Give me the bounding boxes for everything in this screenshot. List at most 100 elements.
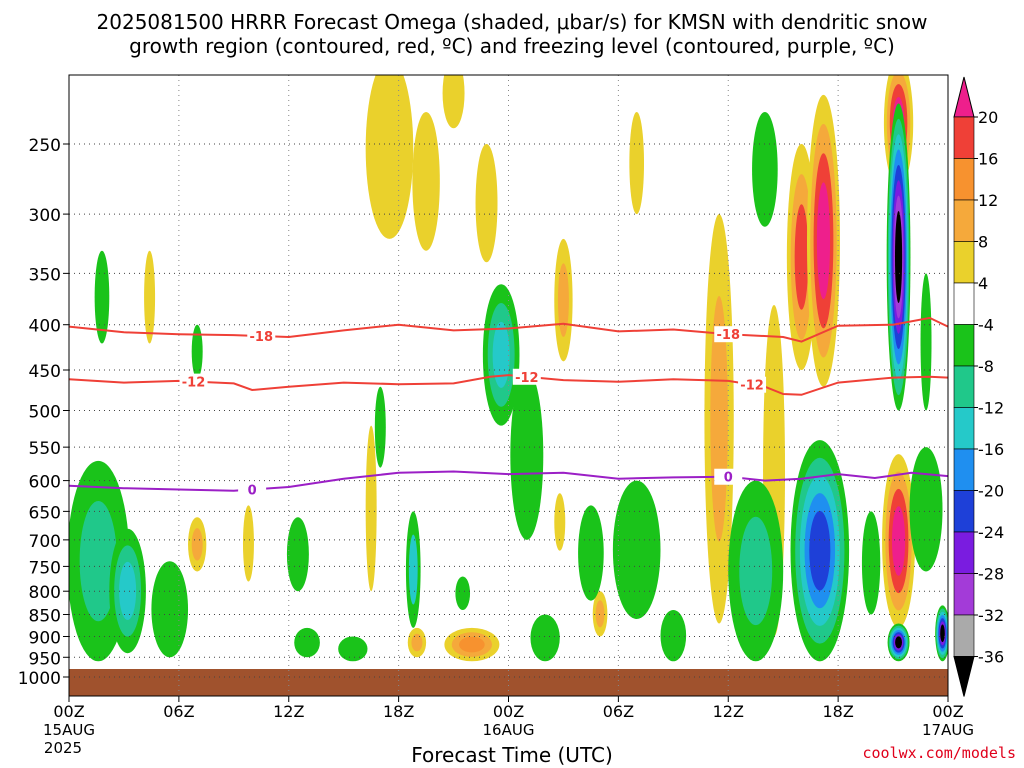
- black-core-band-7: [894, 210, 903, 304]
- green-area-band-0: [909, 447, 943, 572]
- colorbar-segment: [953, 448, 975, 491]
- colorbar-label: 16: [978, 150, 998, 169]
- x-tick-label: 00Z: [53, 702, 84, 721]
- green-area-band-0: [191, 324, 203, 379]
- colorbar-label: 20: [978, 108, 998, 127]
- green-area-band-0: [455, 576, 471, 610]
- green-area-band-1: [79, 500, 117, 622]
- green-area-band-0: [286, 517, 309, 592]
- colorbar-label: -36: [978, 648, 1004, 667]
- y-tick-label: 600: [29, 473, 61, 493]
- yellow-area-band-0: [442, 75, 465, 129]
- green-area-band-1: [739, 516, 773, 626]
- colorbar-top-arrow: [953, 76, 975, 118]
- y-tick-label: 700: [29, 532, 61, 552]
- magenta-core-band-3: [891, 506, 906, 576]
- contour-label: 0: [724, 471, 733, 486]
- colorbar-label: 4: [978, 274, 988, 293]
- yellow-area-band-0: [554, 493, 566, 551]
- contour-label: 0: [248, 483, 257, 498]
- green-area-band-0: [612, 480, 661, 620]
- contour-label: -12: [740, 379, 764, 394]
- green-area-band-0: [94, 250, 110, 344]
- green-area-band-0: [510, 369, 544, 540]
- x-tick-label: 18Z: [383, 702, 414, 721]
- colorbar-label: -16: [978, 440, 1004, 459]
- y-tick-label: 450: [29, 362, 61, 382]
- contour-label-bg: [179, 373, 208, 390]
- y-tick-label: 850: [29, 607, 61, 627]
- green-area-band-0: [578, 505, 604, 601]
- yellow-area-band-0: [475, 144, 498, 263]
- x-axis-title: Forecast Time (UTC): [411, 743, 613, 767]
- credit-link[interactable]: coolwx.com/models: [862, 744, 1016, 762]
- y-axis-ticks: 2503003504004505005506006507007508008509…: [18, 136, 69, 689]
- colorbar-segment: [953, 614, 975, 657]
- colorbar-label: 12: [978, 191, 998, 210]
- colorbar-segment: [953, 324, 975, 367]
- yellow-area-band-2: [459, 636, 485, 653]
- contour-label-bg: [714, 326, 743, 343]
- green-area-band-0: [920, 273, 932, 411]
- y-tick-label: 750: [29, 558, 61, 578]
- yellow-area-band-1: [191, 528, 203, 561]
- black-core-band-6: [940, 624, 945, 643]
- green-area-band-1: [408, 534, 418, 605]
- x-tick-label: 12Z: [713, 702, 744, 721]
- x-tick-year: 2025: [44, 739, 82, 757]
- colorbar-label: -12: [978, 399, 1004, 418]
- x-tick-date: 15AUG: [43, 721, 95, 739]
- contour-label: -18: [717, 328, 741, 343]
- x-tick-label: 00Z: [932, 702, 963, 721]
- green-area-band-0: [530, 614, 560, 662]
- colorbar-label: -20: [978, 482, 1004, 501]
- x-tick-label: 12Z: [273, 702, 304, 721]
- contour-label: -18: [250, 330, 274, 345]
- contour-label-bg: [714, 468, 743, 485]
- shaded-omega-field: [69, 75, 948, 696]
- green-area-band-0: [338, 636, 368, 662]
- colorbar-segment: [953, 407, 975, 450]
- yellow-area-band-0: [365, 425, 377, 592]
- contour-label: -12: [515, 371, 539, 386]
- chart-title-line2: growth region (contoured, red, ºC) and f…: [129, 34, 895, 58]
- colorbar-segment: [953, 116, 975, 159]
- colorbar-segment: [953, 199, 975, 242]
- colorbar-label: -8: [978, 357, 994, 376]
- yellow-area-band-0: [144, 250, 156, 344]
- x-tick-label: 00Z: [493, 702, 524, 721]
- colorbar-label: -24: [978, 523, 1004, 542]
- colorbar-label: 8: [978, 233, 988, 252]
- y-tick-label: 300: [29, 206, 61, 226]
- green-area-band-0: [752, 111, 778, 227]
- contour-line-0: [68, 470, 949, 492]
- yellow-area-band-1: [595, 600, 605, 628]
- y-tick-label: 650: [29, 503, 61, 523]
- contour-lines: -18 -18 -12 -12 -12 0 0: [68, 316, 949, 498]
- y-tick-label: 500: [29, 403, 61, 423]
- x-tick-date: 17AUG: [922, 721, 974, 739]
- colorbar-segment: [953, 573, 975, 616]
- y-tick-label: 950: [29, 649, 61, 669]
- contour-label-bg: [738, 376, 767, 393]
- y-tick-label: 900: [29, 628, 61, 648]
- contour-label: -12: [182, 376, 206, 391]
- blue-core-band-4: [809, 510, 831, 591]
- colorbar-label: -28: [978, 565, 1004, 584]
- contour-label-bg: [238, 481, 267, 498]
- colorbar-segment: [953, 158, 975, 201]
- yellow-area-band-2: [794, 204, 809, 310]
- contour-line--18: [68, 316, 949, 343]
- black-core-band-6: [895, 636, 903, 649]
- yellow-area-band-1: [411, 633, 423, 652]
- colorbar-segment: [953, 531, 975, 574]
- contour-label-bg: [247, 328, 276, 345]
- y-tick-label: 250: [29, 136, 61, 156]
- x-tick-label: 06Z: [603, 702, 634, 721]
- colorbar: 20 16 12 8 4 -4 -8 -12 -16 -20 -24 -28 -32 -36: [953, 76, 1004, 697]
- chart-title-line1: 2025081500 HRRR Forecast Omega (shaded, …: [96, 10, 928, 34]
- contour-label-bg: [512, 368, 541, 385]
- green-area-band-0: [294, 627, 320, 658]
